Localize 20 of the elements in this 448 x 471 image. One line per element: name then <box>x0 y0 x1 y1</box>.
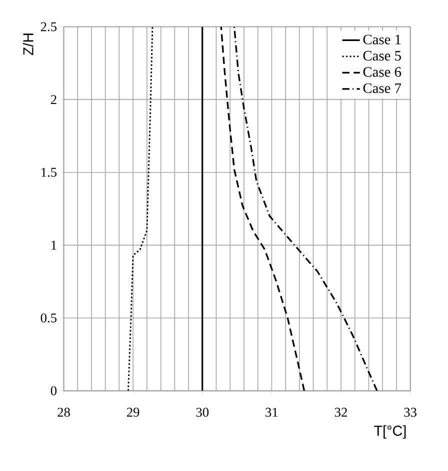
legend-label: Case 6 <box>363 67 401 77</box>
x-axis-title: T[°C] <box>374 425 406 439</box>
legend-label: Case 5 <box>363 50 401 61</box>
legend-label: Case 7 <box>363 83 401 94</box>
y-tick-label: 0 <box>50 386 56 396</box>
y-tick-label: 1.5 <box>41 168 56 177</box>
line-series <box>220 26 305 391</box>
legend-label: Case 1 <box>363 34 400 44</box>
x-tick-label: 33 <box>404 408 416 417</box>
y-tick-label: 0.5 <box>40 313 56 323</box>
x-tick-label: 30 <box>196 408 208 417</box>
y-tick-label: 2 <box>50 95 56 104</box>
line-series <box>127 26 154 391</box>
y-tick-label: 2.5 <box>40 22 56 32</box>
y-tick-label: 1 <box>51 240 56 250</box>
x-tick-label: 31 <box>265 408 278 417</box>
x-tick-label: 28 <box>57 408 70 417</box>
x-tick-label: 32 <box>334 408 347 417</box>
y-axis-title: Z/H <box>22 34 34 56</box>
x-tick-label: 29 <box>126 408 140 417</box>
